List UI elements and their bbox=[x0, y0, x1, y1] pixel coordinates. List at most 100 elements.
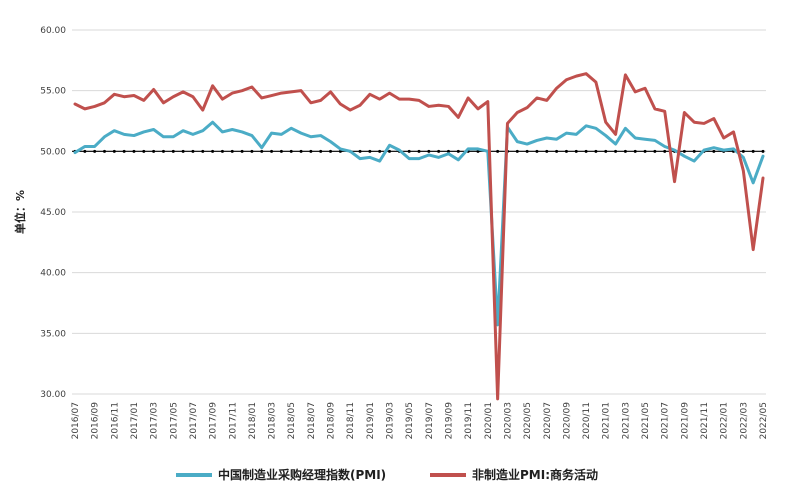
reference-point bbox=[191, 149, 195, 153]
x-tick-label: 2017/11 bbox=[228, 402, 238, 439]
x-tick-label: 2017/05 bbox=[169, 402, 179, 439]
reference-point bbox=[446, 149, 450, 153]
reference-point bbox=[663, 149, 667, 153]
x-tick-label: 2022/03 bbox=[739, 402, 749, 439]
reference-point bbox=[289, 149, 293, 153]
reference-point bbox=[437, 149, 441, 153]
x-tick-label: 2020/05 bbox=[523, 402, 533, 439]
x-tick-label: 2017/01 bbox=[130, 402, 140, 439]
series-line-1 bbox=[73, 72, 765, 401]
reference-line-50 bbox=[72, 149, 765, 153]
x-tick-label: 2020/07 bbox=[543, 402, 553, 439]
reference-point bbox=[545, 149, 549, 153]
reference-point bbox=[122, 149, 126, 153]
x-tick-label: 2018/05 bbox=[287, 402, 297, 439]
y-tick-label: 45.00 bbox=[40, 208, 66, 218]
reference-point bbox=[93, 149, 97, 153]
reference-point bbox=[181, 149, 185, 153]
reference-point bbox=[220, 149, 224, 153]
reference-point bbox=[456, 149, 460, 153]
reference-point bbox=[633, 149, 637, 153]
reference-point bbox=[761, 149, 765, 153]
reference-point bbox=[83, 149, 87, 153]
x-tick-label: 2016/09 bbox=[91, 402, 101, 440]
reference-point bbox=[201, 149, 205, 153]
reference-point bbox=[427, 149, 431, 153]
reference-point bbox=[525, 149, 529, 153]
reference-point bbox=[309, 149, 313, 153]
reference-point bbox=[515, 149, 519, 153]
reference-point bbox=[388, 149, 392, 153]
reference-point bbox=[604, 149, 608, 153]
x-tick-label: 2018/07 bbox=[307, 402, 317, 439]
reference-point bbox=[112, 149, 116, 153]
reference-point bbox=[260, 149, 264, 153]
reference-point bbox=[161, 149, 165, 153]
reference-point bbox=[682, 149, 686, 153]
reference-point bbox=[132, 149, 136, 153]
reference-point bbox=[102, 149, 106, 153]
reference-point bbox=[712, 149, 716, 153]
x-tick-label: 2021/01 bbox=[602, 402, 612, 439]
reference-point bbox=[407, 149, 411, 153]
y-axis-ticks: 30.00 35.00 40.00 45.00 50.00 55.00 60.00 bbox=[40, 26, 66, 400]
legend-label: 中国制造业采购经理指数(PMI) bbox=[218, 467, 386, 482]
x-tick-label: 2021/07 bbox=[661, 402, 671, 439]
reference-point bbox=[496, 149, 500, 153]
reference-point bbox=[211, 149, 215, 153]
reference-point bbox=[299, 149, 303, 153]
reference-point bbox=[535, 149, 539, 153]
series-lines bbox=[73, 72, 765, 401]
x-tick-label: 2019/03 bbox=[386, 402, 396, 439]
y-tick-label: 30.00 bbox=[40, 390, 66, 400]
reference-point bbox=[329, 149, 333, 153]
reference-point bbox=[240, 149, 244, 153]
reference-point bbox=[378, 149, 382, 153]
reference-point bbox=[142, 149, 146, 153]
reference-point bbox=[574, 149, 578, 153]
legend-label: 非制造业PMI:商务活动 bbox=[472, 467, 598, 482]
reference-point bbox=[564, 149, 568, 153]
x-tick-label: 2020/11 bbox=[582, 402, 592, 439]
reference-point bbox=[653, 149, 657, 153]
reference-point bbox=[692, 149, 696, 153]
legend: 中国制造业采购经理指数(PMI) 非制造业PMI:商务活动 bbox=[176, 467, 598, 482]
x-tick-label: 2021/05 bbox=[641, 402, 651, 439]
reference-point bbox=[319, 149, 323, 153]
y-tick-label: 55.00 bbox=[40, 87, 66, 97]
reference-point bbox=[270, 149, 274, 153]
x-tick-label: 2019/01 bbox=[366, 402, 376, 439]
x-tick-label: 2019/11 bbox=[464, 402, 474, 439]
reference-point bbox=[358, 149, 362, 153]
x-tick-label: 2018/09 bbox=[327, 402, 337, 440]
x-tick-label: 2022/05 bbox=[759, 402, 769, 439]
reference-point bbox=[594, 149, 598, 153]
reference-point bbox=[623, 149, 627, 153]
y-tick-label: 40.00 bbox=[40, 269, 66, 279]
x-tick-label: 2018/01 bbox=[248, 402, 258, 439]
reference-point bbox=[171, 149, 175, 153]
x-tick-label: 2017/07 bbox=[189, 402, 199, 439]
x-tick-label: 2016/07 bbox=[71, 402, 81, 439]
reference-point bbox=[152, 149, 156, 153]
x-tick-label: 2019/09 bbox=[444, 402, 454, 440]
y-axis-label: 单位：% bbox=[13, 190, 27, 234]
y-tick-label: 35.00 bbox=[40, 329, 66, 339]
x-tick-label: 2021/11 bbox=[700, 402, 710, 439]
x-tick-label: 2018/11 bbox=[346, 402, 356, 439]
x-tick-label: 2019/05 bbox=[405, 402, 415, 439]
reference-point bbox=[741, 149, 745, 153]
x-tick-label: 2020/09 bbox=[562, 402, 572, 440]
series-line-0 bbox=[73, 120, 765, 327]
x-tick-label: 2020/01 bbox=[484, 402, 494, 439]
x-tick-label: 2021/03 bbox=[621, 402, 631, 439]
x-axis-ticks: 2016/07 2016/09 2016/11 2017/01 2017/03 2017/… bbox=[71, 402, 769, 440]
x-tick-label: 2016/11 bbox=[110, 402, 120, 439]
gridlines bbox=[72, 29, 766, 395]
y-tick-label: 60.00 bbox=[40, 26, 66, 36]
x-tick-label: 2020/03 bbox=[503, 402, 513, 439]
reference-point bbox=[230, 149, 234, 153]
reference-point bbox=[643, 149, 647, 153]
reference-point bbox=[417, 149, 421, 153]
